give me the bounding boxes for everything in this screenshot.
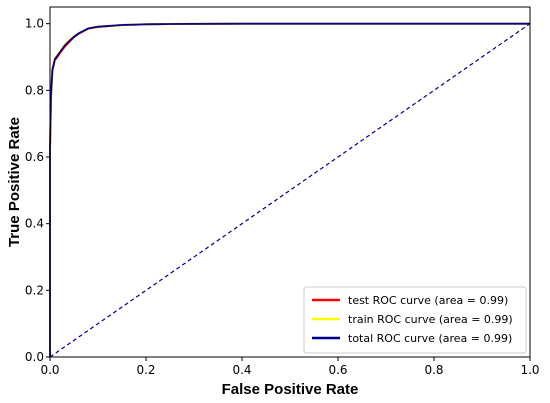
y-tick-label: 0.8 [25,83,44,97]
legend-entry: train ROC curve (area = 0.99) [348,313,513,326]
y-axis-ticks: 0.0 0.2 0.4 0.6 0.8 1.0 [25,17,50,364]
y-tick-label: 0.6 [25,150,44,164]
reference-line-layer [49,23,531,358]
legend-box [303,286,527,354]
series-layer [49,22,530,357]
y-tick-label: 0.4 [25,217,44,231]
x-tick-label: 0.8 [424,363,443,377]
plot-frame [49,6,531,358]
y-tick-label: 0.0 [25,350,44,364]
x-tick-label: 0.0 [40,363,59,377]
x-tick-label: 0.6 [328,363,347,377]
legend-entry: total ROC curve (area = 0.99) [348,332,512,345]
x-axis-ticks: 0.0 0.2 0.4 0.6 0.8 1.0 [40,357,540,377]
x-tick-label: 1.0 [520,363,539,377]
y-tick-label: 0.2 [25,283,44,297]
legend: test ROC curve (area = 0.99) train ROC cu… [303,286,527,354]
legend-entry: test ROC curve (area = 0.99) [348,294,508,307]
y-tick-label: 1.0 [25,17,44,31]
x-axis-label: False Positive Rate [222,381,359,398]
y-axis-label: True Positive Rate [6,117,23,247]
x-tick-label: 0.4 [232,363,251,377]
series-line-3 [49,22,530,357]
diagonal-reference-line [49,23,531,358]
x-tick-label: 0.2 [136,363,155,377]
